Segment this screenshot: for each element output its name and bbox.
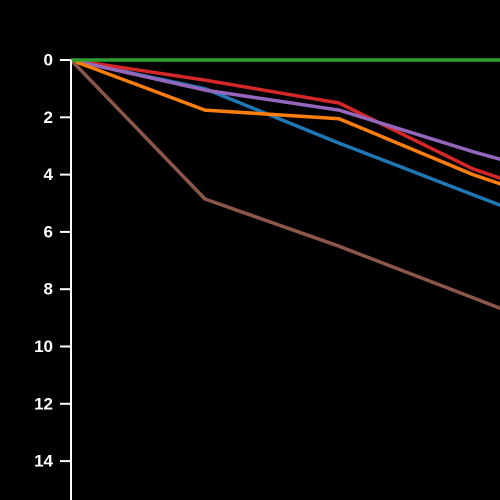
- y-tick-label-14: 14: [34, 452, 53, 471]
- y-axis: 0 2 4 6 8 10 12 14: [34, 51, 72, 500]
- series-line-5: [71, 58, 500, 186]
- y-tick-label-0: 0: [44, 51, 53, 70]
- series-layer: [71, 58, 500, 311]
- y-tick-label-8: 8: [44, 280, 53, 299]
- y-tick-label-2: 2: [44, 108, 53, 127]
- series-line-3: [71, 58, 500, 180]
- y-tick-label-12: 12: [34, 394, 53, 413]
- y-tick-label-6: 6: [44, 222, 53, 241]
- series-line-6: [71, 58, 500, 311]
- series-line-4: [71, 58, 500, 162]
- y-tick-label-10: 10: [34, 337, 53, 356]
- y-tick-label-4: 4: [44, 165, 54, 184]
